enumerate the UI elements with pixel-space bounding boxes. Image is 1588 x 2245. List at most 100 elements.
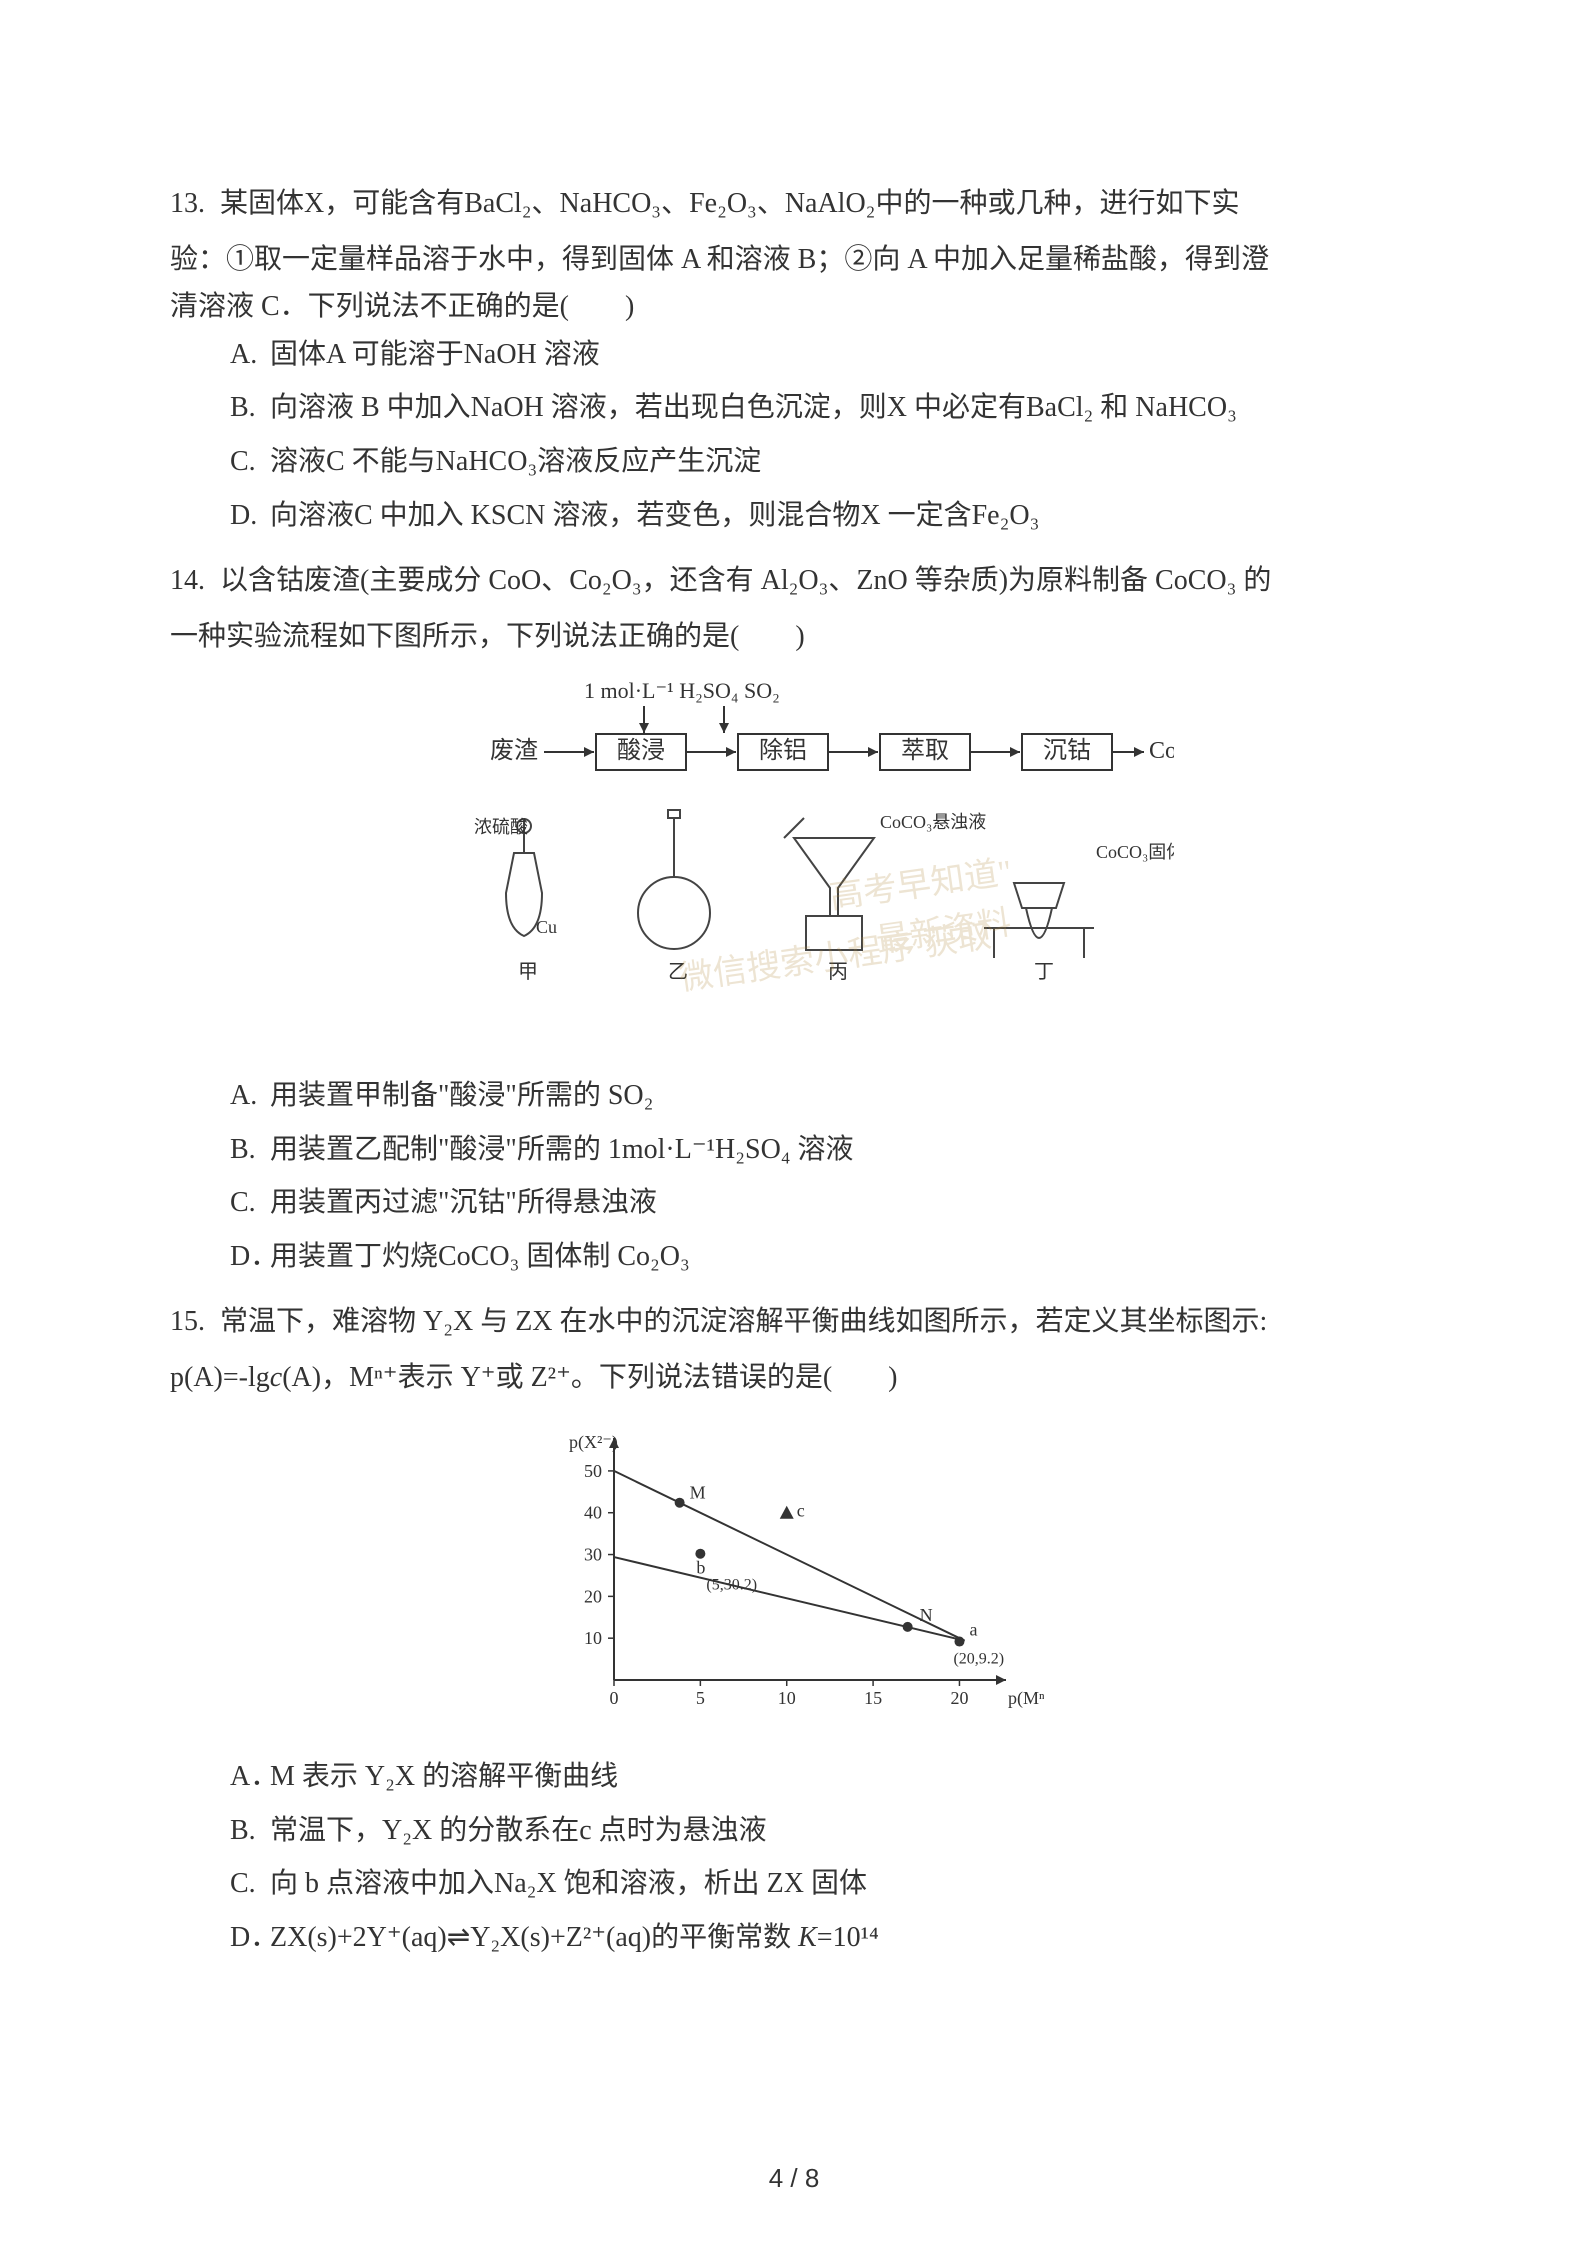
svg-text:50: 50 xyxy=(584,1460,602,1480)
q15-option-B: B.常温下，Y₂X 的分散系在c 点时为悬浊液 xyxy=(230,1807,1418,1855)
apparatus-jia: 浓硫酸 Cu 甲 xyxy=(474,817,557,983)
flow-step-4: 沉钴 xyxy=(1043,737,1091,764)
q13-number: 13. xyxy=(170,180,220,228)
svg-text:20: 20 xyxy=(950,1688,968,1708)
svg-text:M: M xyxy=(690,1482,706,1502)
page-footer: 4 / 8 xyxy=(0,2156,1588,2200)
option-label: B. xyxy=(230,384,270,432)
apparatus-ding: CoCO₃固体 丁 xyxy=(984,842,1174,983)
q14-stem-line2: 一种实验流程如下图所示，下列说法正确的是( ) xyxy=(170,613,1418,661)
q14-options: A.用装置甲制备"酸浸"所需的 SO₂ B.用装置乙配制"酸浸"所需的 1mol… xyxy=(230,1072,1418,1280)
svg-text:N: N xyxy=(920,1604,933,1624)
option-label: B. xyxy=(230,1126,270,1174)
label-cu: Cu xyxy=(536,917,557,937)
q15-D-italic: K xyxy=(798,1922,817,1953)
svg-text:(20,9.2): (20,9.2) xyxy=(953,1650,1004,1667)
q15-D-post: =10¹⁴ xyxy=(817,1922,879,1953)
svg-text:10: 10 xyxy=(584,1628,602,1648)
svg-text:p(Mⁿ⁺): p(Mⁿ⁺) xyxy=(1008,1688,1044,1709)
q14-B-text: 用装置乙配制"酸浸"所需的 1mol·L⁻¹H₂SO₄ 溶液 xyxy=(270,1134,854,1165)
option-label: D． xyxy=(230,1914,270,1962)
q15-option-A: A．M 表示 Y₂X 的溶解平衡曲线 xyxy=(230,1753,1418,1801)
label-coco3-susp: CoCO₃悬浊液 xyxy=(880,812,986,832)
svg-text:b: b xyxy=(696,1557,705,1577)
question-15: 15.常温下，难溶物 Y₂X 与 ZX 在水中的沉淀溶解平衡曲线如图所示，若定义… xyxy=(170,1298,1418,1961)
q13-A-text: 固体A 可能溶于NaOH 溶液 xyxy=(270,339,600,370)
q15-stem-line1: 常温下，难溶物 Y₂X 与 ZX 在水中的沉淀溶解平衡曲线如图所示，若定义其坐标… xyxy=(220,1306,1267,1337)
q14-figure: 1 mol·L⁻¹ H₂SO₄ SO₂ 废渣 酸浸 除铝 萃取 xyxy=(170,678,1418,1054)
q15-stem: 15.常温下，难溶物 Y₂X 与 ZX 在水中的沉淀溶解平衡曲线如图所示，若定义… xyxy=(170,1298,1418,1346)
q14-option-B: B.用装置乙配制"酸浸"所需的 1mol·L⁻¹H₂SO₄ 溶液 xyxy=(230,1126,1418,1174)
q13-stem-line3: 清溶液 C．下列说法不正确的是( ) xyxy=(170,283,1418,331)
svg-text:30: 30 xyxy=(584,1544,602,1564)
option-label: B. xyxy=(230,1807,270,1855)
q14-D-text: 用装置丁灼烧CoCO₃ 固体制 Co₂O₃ xyxy=(270,1241,690,1272)
label-concentrated-acid: 浓硫酸 xyxy=(474,817,528,837)
option-label: A. xyxy=(230,331,270,379)
svg-text:15: 15 xyxy=(864,1688,882,1708)
q13-stem-line2: 验：①取一定量样品溶于水中，得到固体 A 和溶液 B；②向 A 中加入足量稀盐酸… xyxy=(170,236,1418,284)
flow-step-0: 废渣 xyxy=(490,737,538,764)
svg-text:10: 10 xyxy=(778,1688,796,1708)
flow-step-3: 萃取 xyxy=(901,737,949,764)
q13-stem-line1: 某固体X，可能含有BaCl₂、NaHCO₃、Fe₂O₃、NaAlO₂中的一种或几… xyxy=(220,188,1239,219)
svg-text:c: c xyxy=(797,1500,805,1520)
q13-option-C: C.溶液C 不能与NaHCO₃溶液反应产生沉淀 xyxy=(230,438,1418,486)
svg-text:5: 5 xyxy=(696,1688,705,1708)
option-label: D． xyxy=(230,1233,270,1281)
q13-B-text: 向溶液 B 中加入NaOH 溶液，若出现白色沉淀，则X 中必定有BaCl₂ 和 … xyxy=(270,392,1237,423)
q15-option-C: C.向 b 点溶液中加入Na₂X 饱和溶液，析出 ZX 固体 xyxy=(230,1860,1418,1908)
svg-text:p(X²⁻): p(X²⁻) xyxy=(569,1432,618,1453)
label-jia: 甲 xyxy=(518,961,538,983)
q14-flowchart-svg: 1 mol·L⁻¹ H₂SO₄ SO₂ 废渣 酸浸 除铝 萃取 xyxy=(414,678,1174,1038)
q15-number: 15. xyxy=(170,1298,220,1346)
svg-text:a: a xyxy=(969,1619,977,1639)
option-label: A． xyxy=(230,1753,270,1801)
q13-option-D: D.向溶液C 中加入 KSCN 溶液，若变色，则混合物X 一定含Fe₂O₃ xyxy=(230,492,1418,540)
q13-option-A: A.固体A 可能溶于NaOH 溶液 xyxy=(230,331,1418,379)
q14-number: 14. xyxy=(170,557,220,605)
option-label: C. xyxy=(230,1860,270,1908)
label-ding: 丁 xyxy=(1034,961,1054,983)
q14-stem-line1: 以含钴废渣(主要成分 CoO、Co₂O₃，还含有 Al₂O₃、ZnO 等杂质)为… xyxy=(220,565,1271,596)
q15-option-D: D．ZX(s)+2Y⁺(aq)⇌Y₂X(s)+Z²⁺(aq)的平衡常数 K=10… xyxy=(230,1914,1418,1962)
label-coco3-solid: CoCO₃固体 xyxy=(1096,842,1174,862)
question-14: 14.以含钴废渣(主要成分 CoO、Co₂O₃，还含有 Al₂O₃、ZnO 等杂… xyxy=(170,557,1418,1280)
q15-D-pre: ZX(s)+2Y⁺(aq)⇌Y₂X(s)+Z²⁺(aq)的平衡常数 xyxy=(270,1922,798,1953)
option-label: D. xyxy=(230,492,270,540)
svg-text:20: 20 xyxy=(584,1586,602,1606)
apparatus-yi: 乙 xyxy=(638,810,710,983)
q14-C-text: 用装置丙过滤"沉钴"所得悬浊液 xyxy=(270,1187,657,1218)
q15-stem2-post: (A)，Mⁿ⁺表示 Y⁺或 Z²⁺。下列说法错误的是( ) xyxy=(282,1362,897,1393)
q13-stem: 13.某固体X，可能含有BaCl₂、NaHCO₃、Fe₂O₃、NaAlO₂中的一… xyxy=(170,180,1418,228)
q15-C-text: 向 b 点溶液中加入Na₂X 饱和溶液，析出 ZX 固体 xyxy=(270,1868,867,1899)
q14-stem: 14.以含钴废渣(主要成分 CoO、Co₂O₃，还含有 Al₂O₃、ZnO 等杂… xyxy=(170,557,1418,605)
flow-step-5: Co₂O₃ xyxy=(1149,738,1174,764)
q13-D-text: 向溶液C 中加入 KSCN 溶液，若变色，则混合物X 一定含Fe₂O₃ xyxy=(270,500,1039,531)
q15-stem-line2: p(A)=-lgc(A)，Mⁿ⁺表示 Y⁺或 Z²⁺。下列说法错误的是( ) xyxy=(170,1354,1418,1402)
flow-input-label: 1 mol·L⁻¹ H₂SO₄ SO₂ xyxy=(584,678,780,703)
q15-chart-svg: 0 5 10 15 20 10 20 30 40 50 p(Mⁿ⁺) p(X²⁻) Mb(5,30.2)… xyxy=(544,1420,1044,1720)
q15-stem2-pre: p(A)=-lg xyxy=(170,1362,270,1393)
q13-options: A.固体A 可能溶于NaOH 溶液 B.向溶液 B 中加入NaOH 溶液，若出现… xyxy=(230,331,1418,539)
q14-option-C: C.用装置丙过滤"沉钴"所得悬浊液 xyxy=(230,1179,1418,1227)
svg-text:(5,30.2): (5,30.2) xyxy=(706,1576,757,1593)
q13-option-B: B.向溶液 B 中加入NaOH 溶液，若出现白色沉淀，则X 中必定有BaCl₂ … xyxy=(230,384,1418,432)
flow-step-2: 除铝 xyxy=(759,737,807,764)
svg-text:0: 0 xyxy=(610,1688,619,1708)
option-label: A. xyxy=(230,1072,270,1120)
q15-stem2-italic: c xyxy=(270,1362,282,1393)
q14-option-D: D．用装置丁灼烧CoCO₃ 固体制 Co₂O₃ xyxy=(230,1233,1418,1281)
q15-chart: 0 5 10 15 20 10 20 30 40 50 p(Mⁿ⁺) p(X²⁻) Mb(5,30.2)… xyxy=(170,1420,1418,1736)
q15-A-text: M 表示 Y₂X 的溶解平衡曲线 xyxy=(270,1761,618,1792)
option-label: C. xyxy=(230,1179,270,1227)
question-13: 13.某固体X，可能含有BaCl₂、NaHCO₃、Fe₂O₃、NaAlO₂中的一… xyxy=(170,180,1418,539)
q15-B-text: 常温下，Y₂X 的分散系在c 点时为悬浊液 xyxy=(270,1815,767,1846)
option-label: C. xyxy=(230,438,270,486)
svg-text:40: 40 xyxy=(584,1502,602,1522)
flow-step-1: 酸浸 xyxy=(617,737,665,764)
q15-options: A．M 表示 Y₂X 的溶解平衡曲线 B.常温下，Y₂X 的分散系在c 点时为悬… xyxy=(230,1753,1418,1961)
q14-option-A: A.用装置甲制备"酸浸"所需的 SO₂ xyxy=(230,1072,1418,1120)
q14-A-text: 用装置甲制备"酸浸"所需的 SO₂ xyxy=(270,1080,653,1111)
q13-C-text: 溶液C 不能与NaHCO₃溶液反应产生沉淀 xyxy=(270,446,761,477)
